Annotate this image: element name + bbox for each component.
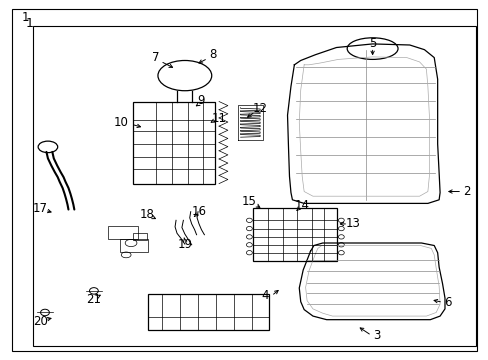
Bar	[120, 239, 148, 252]
Text: 19: 19	[177, 238, 192, 251]
Text: 4: 4	[261, 289, 269, 302]
Text: 8: 8	[208, 48, 216, 61]
Bar	[33, 26, 475, 346]
Text: 11: 11	[211, 112, 226, 125]
Text: 12: 12	[252, 102, 267, 115]
Text: 6: 6	[443, 296, 451, 309]
Text: 7: 7	[151, 51, 159, 64]
Text: 18: 18	[139, 208, 154, 221]
Text: 1: 1	[21, 11, 29, 24]
Bar	[107, 226, 138, 239]
Text: 20: 20	[33, 315, 47, 328]
Text: 3: 3	[372, 329, 380, 342]
Bar	[253, 208, 337, 261]
Text: 17: 17	[33, 202, 47, 215]
Text: 14: 14	[294, 199, 309, 212]
Text: 16: 16	[192, 205, 206, 218]
Text: 10: 10	[114, 116, 128, 129]
Bar	[133, 102, 215, 184]
Bar	[133, 233, 146, 240]
Text: 21: 21	[86, 293, 101, 306]
Bar	[147, 294, 268, 330]
Text: 9: 9	[197, 94, 205, 107]
Text: 5: 5	[368, 37, 376, 50]
Text: 15: 15	[242, 195, 256, 208]
Text: 13: 13	[345, 217, 360, 230]
Text: 1: 1	[25, 17, 33, 30]
Text: 2: 2	[462, 185, 470, 198]
